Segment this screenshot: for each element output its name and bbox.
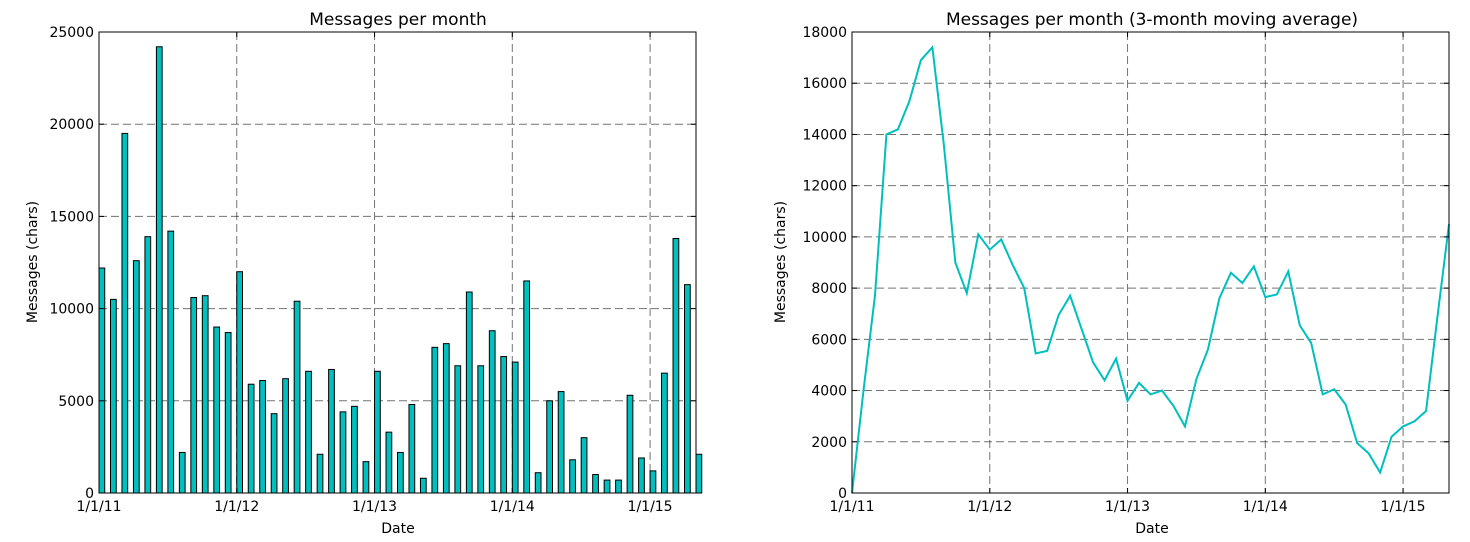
bar <box>385 431 393 494</box>
y-tick-label: 0 <box>838 486 847 502</box>
chart-title: Messages per month <box>309 10 487 30</box>
bar <box>684 284 691 494</box>
x-tick-label: 1/1/13 <box>352 499 397 515</box>
gridlines <box>852 32 1449 493</box>
bar <box>351 405 358 494</box>
y-axis-label: Messages (chars) <box>25 201 41 323</box>
bar <box>213 326 221 494</box>
bar <box>155 46 163 494</box>
bar <box>695 453 703 494</box>
y-tick-label: 10000 <box>802 230 847 246</box>
bar <box>661 372 668 494</box>
bar <box>580 437 588 494</box>
plot-frame <box>851 31 1450 494</box>
y-tick-label: 6000 <box>811 332 847 348</box>
y-tick-label: 12000 <box>802 179 847 195</box>
bar <box>442 343 450 494</box>
bar <box>121 132 129 494</box>
x-tick-label: 1/1/12 <box>214 499 259 515</box>
y-axis-label: Messages (chars) <box>773 201 789 323</box>
y-ticks: 0 5000 10000 15000 20000 25000 <box>49 25 696 502</box>
y-tick-label: 14000 <box>802 127 847 143</box>
y-tick-label: 0 <box>85 486 94 502</box>
x-ticks: 1/1/11 1/1/12 1/1/13 1/1/14 1/1/15 <box>829 32 1426 515</box>
bar-chart: Messages per month 0 5000 10000 15000 20000 2… <box>25 10 703 537</box>
bar <box>465 291 473 494</box>
bar <box>500 356 508 494</box>
bar <box>511 361 519 494</box>
series-line <box>851 45 1450 494</box>
bar <box>178 451 186 494</box>
bar <box>109 298 117 494</box>
bar <box>488 330 496 494</box>
bar <box>523 280 531 494</box>
bar <box>305 370 312 494</box>
y-tick-label: 15000 <box>49 209 94 225</box>
bar <box>190 297 198 494</box>
bar <box>408 403 416 494</box>
bar <box>236 271 244 494</box>
bar <box>224 332 232 494</box>
bar <box>592 474 599 494</box>
bar <box>98 267 106 494</box>
bar <box>557 391 565 494</box>
x-tick-label: 1/1/14 <box>490 499 535 515</box>
bar <box>259 380 266 494</box>
bar <box>649 470 657 494</box>
bar <box>431 346 439 494</box>
bar <box>201 295 209 494</box>
y-tick-label: 4000 <box>811 384 847 400</box>
x-tick-label: 1/1/11 <box>829 499 874 515</box>
bar <box>534 472 542 494</box>
y-tick-label: 10000 <box>49 302 94 318</box>
bar <box>132 260 140 494</box>
y-tick-label: 2000 <box>811 435 847 451</box>
x-tick-label: 1/1/14 <box>1243 499 1288 515</box>
moving-average-line <box>851 45 1450 494</box>
y-tick-label: 16000 <box>802 76 847 92</box>
bar <box>454 365 462 494</box>
plot-frame <box>98 31 697 494</box>
y-tick-label: 18000 <box>802 25 847 41</box>
bar <box>293 300 301 494</box>
bar <box>362 461 370 494</box>
y-tick-label: 8000 <box>811 281 847 297</box>
chart-title: Messages per month (3-month moving avera… <box>946 10 1358 30</box>
bar <box>328 368 335 494</box>
x-ticks: 1/1/11 1/1/12 1/1/13 1/1/14 1/1/15 <box>76 32 673 515</box>
x-tick-label: 1/1/15 <box>1381 499 1426 515</box>
gridlines <box>99 32 696 493</box>
bars <box>98 46 703 494</box>
y-tick-label: 25000 <box>49 25 94 41</box>
y-tick-label: 5000 <box>58 394 94 410</box>
bar <box>270 413 278 494</box>
x-tick-label: 1/1/12 <box>967 499 1012 515</box>
bar <box>167 230 175 494</box>
bar <box>397 451 404 494</box>
bar <box>144 236 152 494</box>
y-ticks: 0 2000 4000 6000 8000 10000 12000 14000 16000 180… <box>802 25 1449 502</box>
x-axis-label: Date <box>381 521 414 537</box>
bar <box>546 400 553 494</box>
bar <box>247 383 255 494</box>
bar <box>615 479 622 494</box>
bar <box>316 453 324 494</box>
line-chart: Messages per month (3-month moving avera… <box>773 10 1450 537</box>
bar <box>569 459 576 494</box>
bar <box>603 479 611 494</box>
x-tick-label: 1/1/15 <box>628 499 673 515</box>
x-tick-label: 1/1/13 <box>1105 499 1150 515</box>
x-tick-label: 1/1/11 <box>76 499 121 515</box>
bar <box>339 411 347 494</box>
bar <box>626 394 634 494</box>
bar <box>638 457 645 494</box>
bar <box>419 477 427 494</box>
bar <box>374 370 381 494</box>
x-axis-label: Date <box>1135 521 1168 537</box>
y-tick-label: 20000 <box>49 117 94 133</box>
bar <box>672 238 680 494</box>
bar <box>477 365 485 494</box>
bar <box>282 378 289 494</box>
